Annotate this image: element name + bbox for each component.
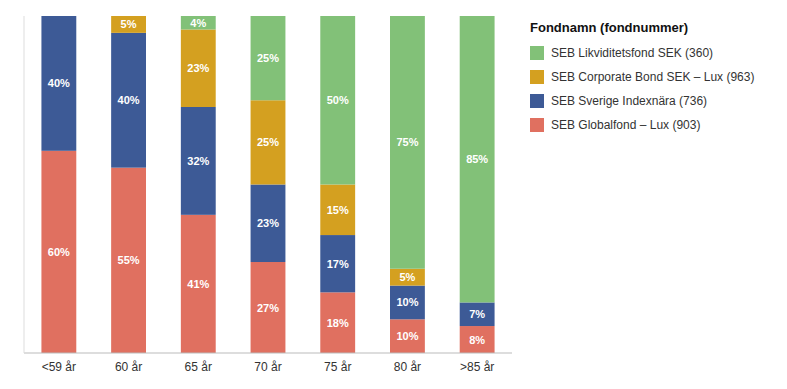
- bar-segment: [251, 262, 286, 353]
- data-label: 41%: [187, 278, 209, 290]
- bar-segment: [251, 100, 286, 184]
- legend-swatch: [530, 94, 544, 108]
- data-label: 18%: [327, 317, 349, 329]
- data-label: 50%: [327, 94, 349, 106]
- bar-segment: [390, 286, 425, 320]
- x-axis-line: [24, 353, 512, 354]
- bar-segment: [251, 185, 286, 263]
- data-label: 32%: [187, 155, 209, 167]
- chart-container: 60% 55% 41% 27% 18% 10% 8% 40% 40% 32% 23% 17% 10% 7%…: [0, 0, 787, 389]
- legend-title: Fondnamn (fondnummer): [530, 20, 688, 35]
- bar-segment: [460, 302, 495, 326]
- bar-segment: [41, 16, 76, 17]
- data-label: 25%: [257, 52, 279, 64]
- x-tick-label: 60 år: [115, 360, 142, 374]
- bar-segment: [320, 292, 355, 353]
- y-axis-line: [24, 16, 25, 353]
- bar-segment: [41, 16, 76, 151]
- data-label: 10%: [396, 330, 418, 342]
- legend-label: SEB Likviditetsfond SEK (360): [551, 46, 713, 60]
- bar-segment: [41, 16, 76, 17]
- data-label: 23%: [187, 62, 209, 74]
- data-label: 7%: [469, 308, 485, 320]
- data-label: 60%: [48, 246, 70, 258]
- bar-segment: [111, 168, 146, 353]
- data-label: 4%: [190, 17, 206, 29]
- legend-label: SEB Globalfond – Lux (903): [551, 118, 700, 132]
- bar-segment: [181, 16, 216, 29]
- data-label: 5%: [121, 18, 137, 30]
- data-label: 40%: [48, 77, 70, 89]
- bars: [41, 16, 494, 353]
- bar-segment: [320, 235, 355, 292]
- bar-segment: [320, 185, 355, 236]
- legend-swatch: [530, 70, 544, 84]
- data-label: 5%: [399, 271, 415, 283]
- bar-segment: [320, 16, 355, 185]
- chart-svg: 60% 55% 41% 27% 18% 10% 8% 40% 40% 32% 23% 17% 10% 7%…: [0, 0, 787, 389]
- bar-segment: [460, 326, 495, 353]
- bar-segment: [390, 319, 425, 353]
- bar-segment: [251, 16, 286, 100]
- data-label: 17%: [327, 258, 349, 270]
- bar-segment: [181, 29, 216, 107]
- bar-segment: [41, 151, 76, 353]
- data-label: 27%: [257, 302, 279, 314]
- x-tick-label: 65 år: [185, 360, 212, 374]
- data-label: 85%: [466, 153, 488, 165]
- legend-swatch: [530, 46, 544, 60]
- x-tick-label: 75 år: [324, 360, 351, 374]
- x-tick-label: 70 år: [254, 360, 281, 374]
- bar-segment: [111, 16, 146, 33]
- data-label: 23%: [257, 217, 279, 229]
- data-label: 15%: [327, 204, 349, 216]
- x-tick-label: 80 år: [394, 360, 421, 374]
- data-label: 55%: [118, 254, 140, 266]
- legend: Fondnamn (fondnummer) SEB Likviditetsfond…: [530, 20, 754, 132]
- x-tick-label: <59 år: [42, 360, 76, 374]
- data-label: 8%: [469, 334, 485, 346]
- data-label: 25%: [257, 136, 279, 148]
- bar-segment: [460, 16, 495, 302]
- bar-segment: [181, 107, 216, 215]
- bar-segment: [111, 16, 146, 17]
- legend-label: SEB Corporate Bond SEK – Lux (963): [551, 70, 754, 84]
- x-tick-label: >85 år: [460, 360, 494, 374]
- legend-swatch: [530, 118, 544, 132]
- bar-segment: [390, 16, 425, 269]
- bar-segment: [390, 269, 425, 286]
- data-label: 10%: [396, 296, 418, 308]
- data-label: 75%: [396, 136, 418, 148]
- legend-label: SEB Sverige Indexnära (736): [551, 94, 707, 108]
- bar-segment: [111, 33, 146, 168]
- data-labels: 60% 55% 41% 27% 18% 10% 8% 40% 40% 32% 23% 17% 10% 7%…: [48, 17, 489, 346]
- data-label: 40%: [118, 94, 140, 106]
- bar-segment: [181, 215, 216, 353]
